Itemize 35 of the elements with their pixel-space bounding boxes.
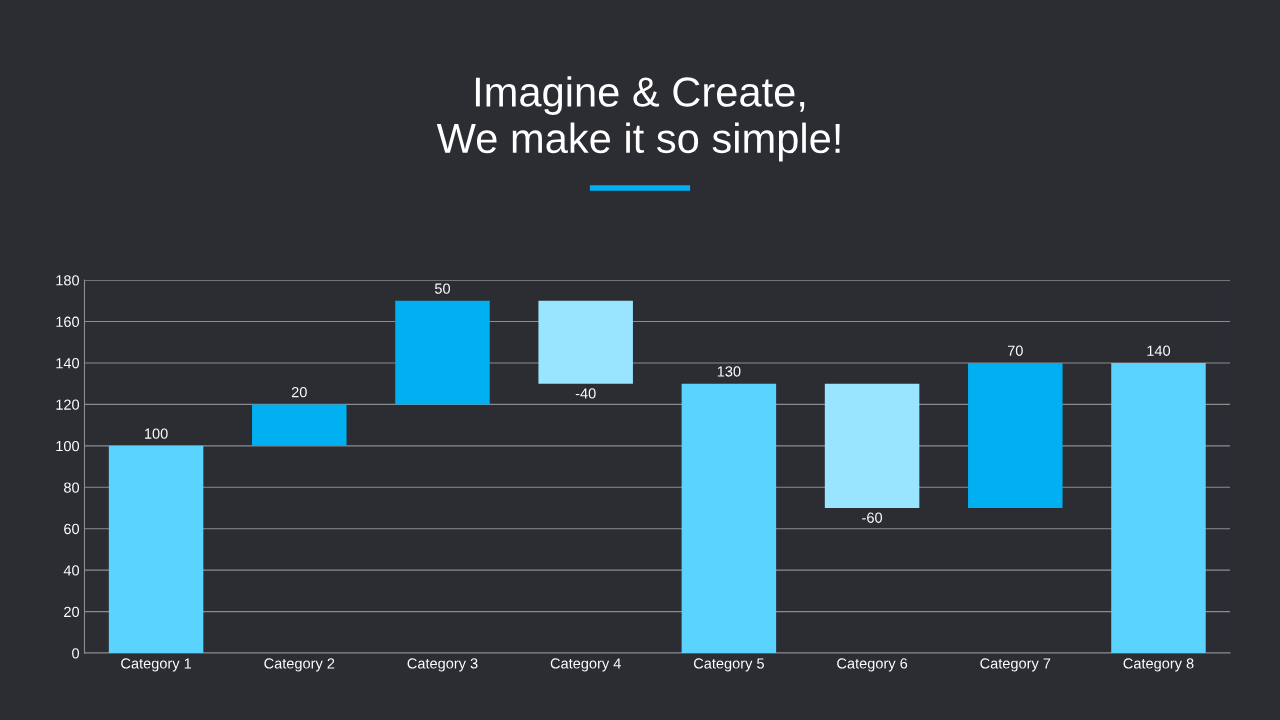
data-label: 140 [1147,345,1171,356]
bar [252,404,347,446]
bar [968,362,1063,508]
bar [538,300,633,384]
data-label: 100 [145,428,168,439]
x-tick-label: Category 2 [264,658,335,672]
y-tick-label: 160 [56,316,80,327]
data-label: -40 [575,388,596,399]
y-tick-label: 0 [72,648,80,659]
x-tick-label: Category 1 [121,658,192,672]
y-tick-label: 80 [64,482,80,493]
x-tick-label: Category 6 [837,658,908,672]
y-tick-label: 40 [63,565,80,576]
data-label: 20 [291,387,307,398]
data-label: 130 [717,366,741,377]
bar [824,383,920,508]
data-label: 50 [434,283,451,294]
y-tick-label: 60 [64,523,80,535]
x-tick-label: Category 7 [980,658,1051,672]
y-tick-label: 120 [56,399,80,410]
bar [1111,362,1206,654]
bar [681,383,777,654]
x-tick-label: Category 4 [550,658,621,672]
chart-title: Imagine & Create, We make it so simple! [436,76,840,162]
bar [395,300,490,405]
y-tick-label: 20 [64,606,80,618]
data-label: -60 [862,512,883,523]
data-label: 70 [1007,345,1023,356]
x-tick-label: Category 3 [407,658,478,672]
y-tick-label: 100 [56,440,80,452]
y-tick-label: 140 [56,358,80,369]
y-tick-label: 180 [56,275,80,286]
bar [108,445,204,654]
x-tick-label: Category 5 [693,658,764,672]
x-tick-label: Category 8 [1123,658,1194,672]
